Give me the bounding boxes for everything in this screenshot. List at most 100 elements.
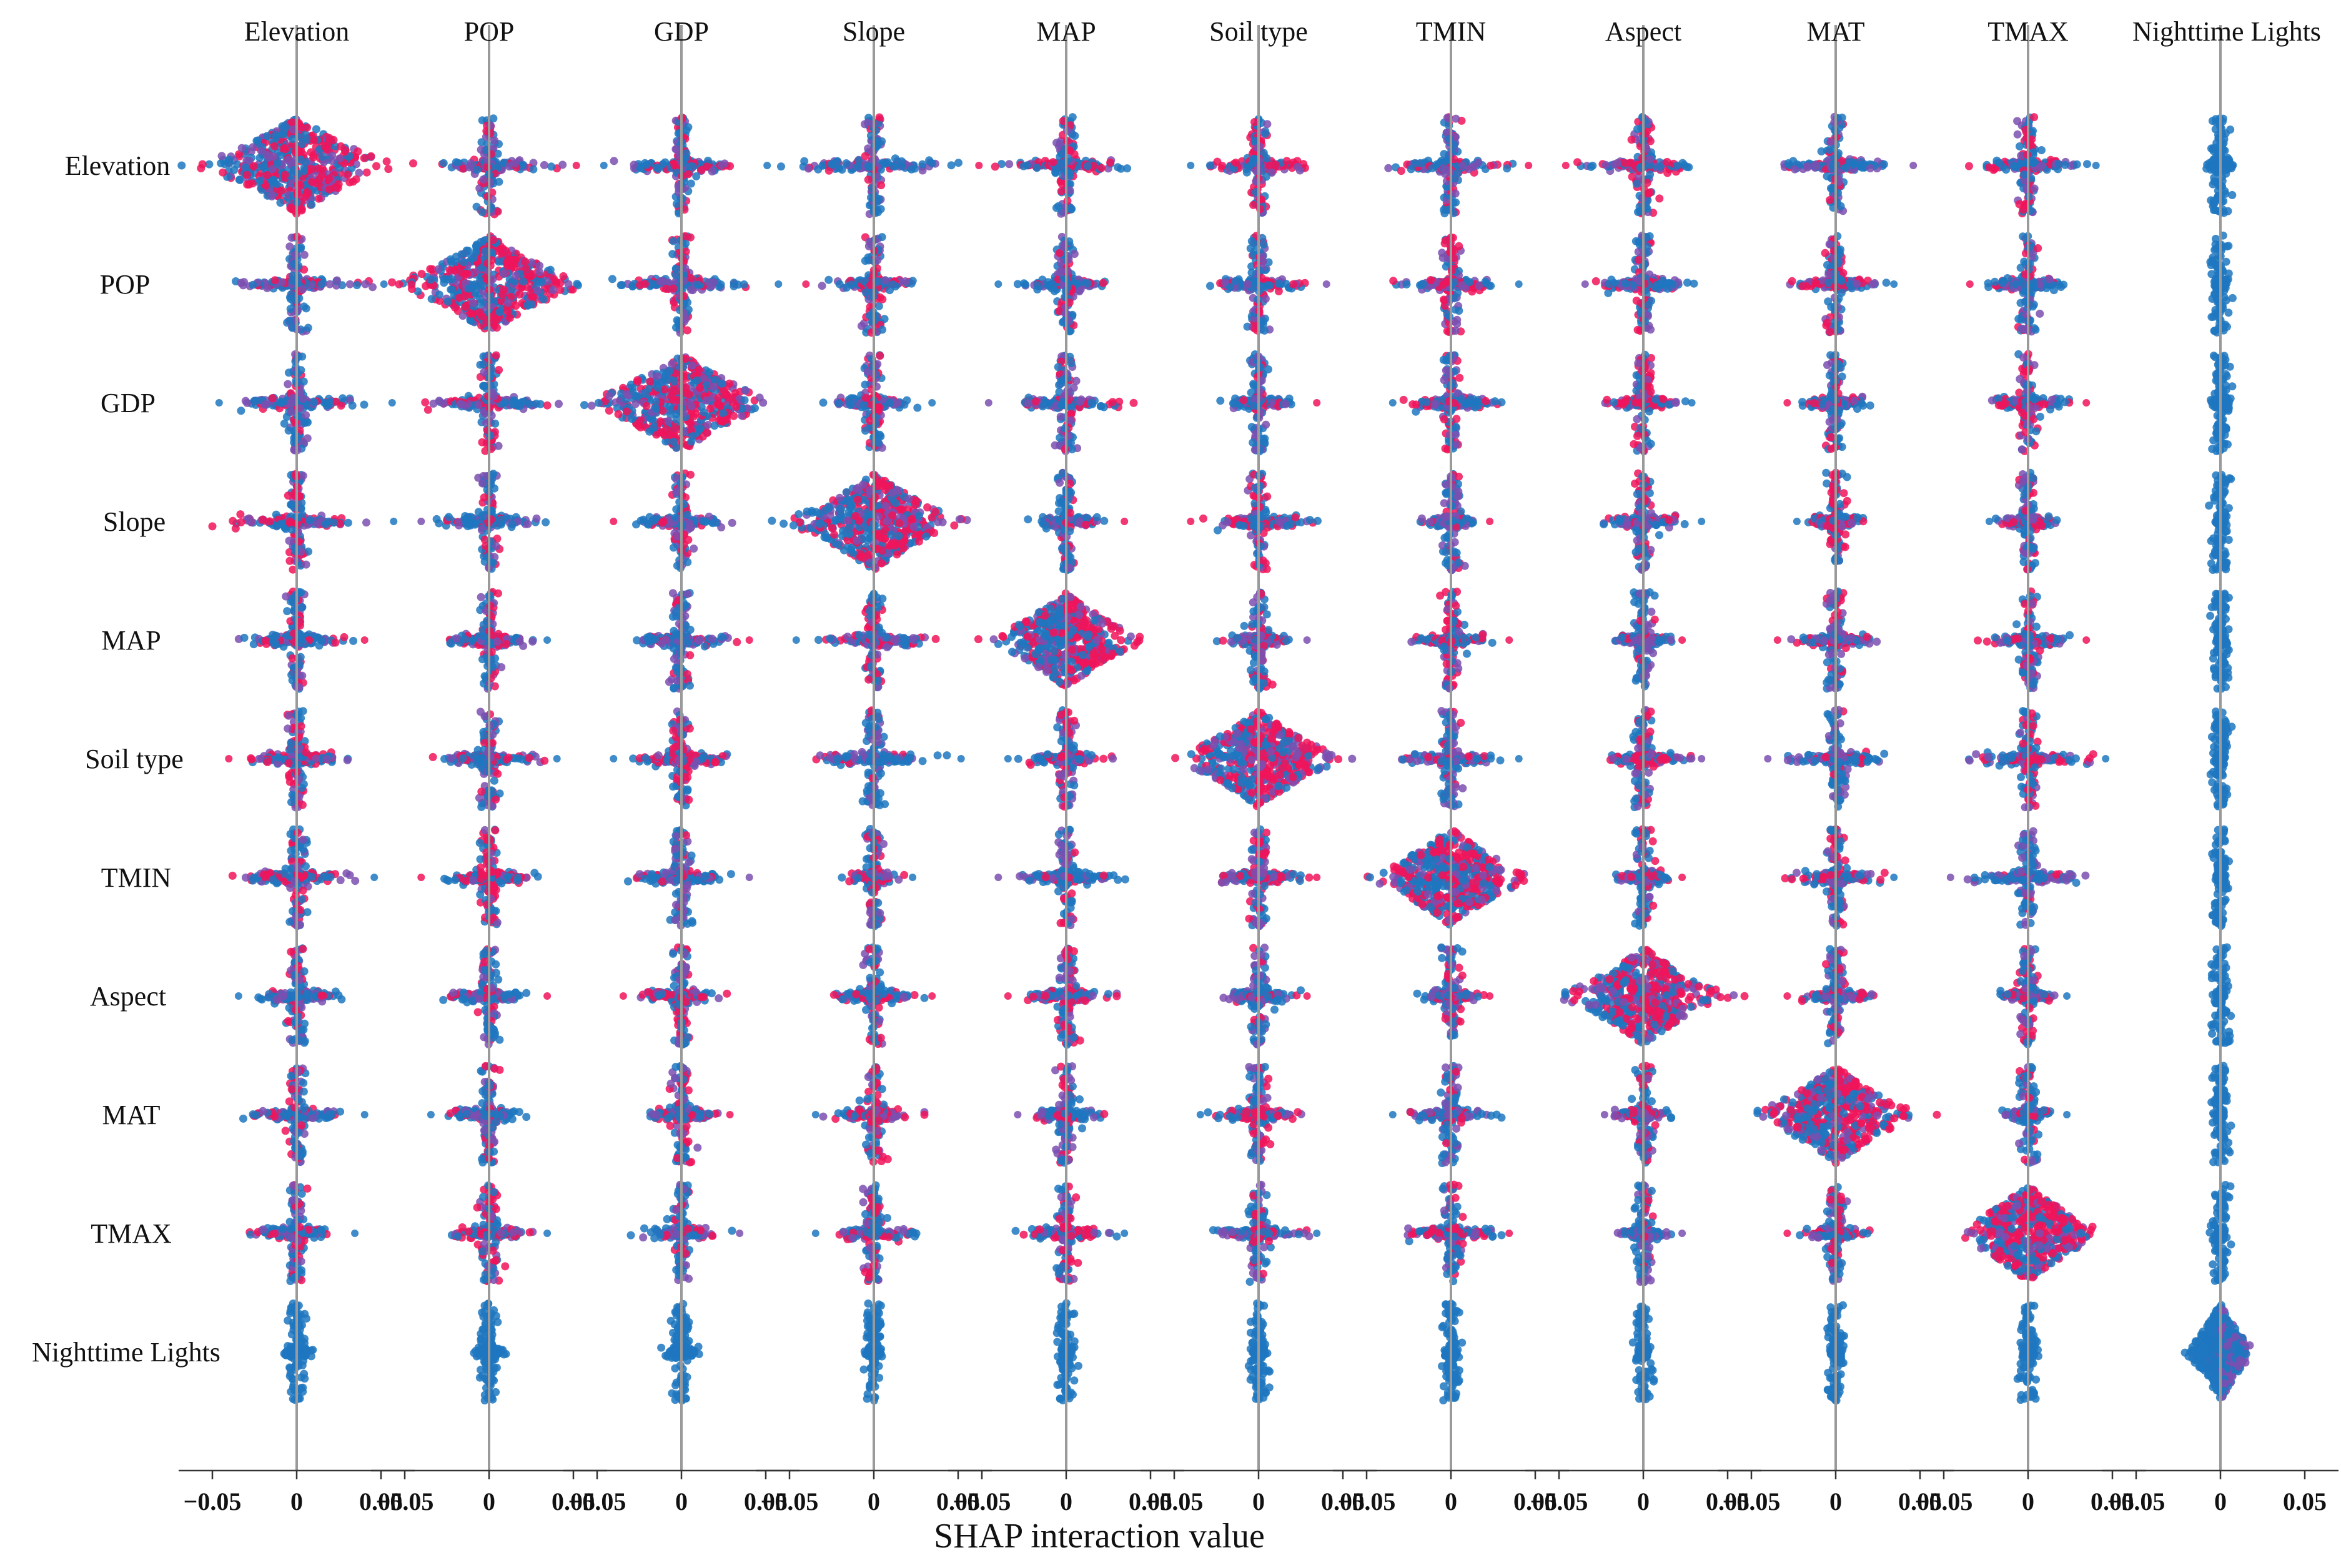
cell-elevation-x-tmin	[1384, 113, 1532, 217]
interaction-dot	[877, 181, 885, 189]
interaction-dot	[300, 251, 309, 259]
interaction-dot	[1669, 280, 1677, 288]
interaction-dot	[656, 277, 665, 285]
interaction-dot	[1628, 136, 1636, 144]
interaction-dot	[294, 272, 302, 280]
interaction-dot	[670, 237, 678, 245]
interaction-dot	[994, 280, 1002, 288]
interaction-dot	[1784, 159, 1793, 167]
cell-elevation-x-map	[975, 113, 1131, 218]
interaction-dot	[250, 162, 258, 170]
interaction-dot	[1246, 162, 1254, 170]
interaction-dot	[529, 165, 537, 174]
interaction-dot	[369, 283, 377, 291]
interaction-dot	[1283, 157, 1291, 165]
interaction-dot	[335, 180, 343, 188]
interaction-dot	[2037, 146, 2046, 154]
interaction-dot	[1296, 167, 1304, 175]
interaction-dot	[380, 280, 388, 288]
interaction-dot	[1825, 145, 1833, 154]
interaction-dot	[470, 254, 478, 262]
interaction-dot	[898, 162, 906, 170]
cell-pop-x-tmin	[1389, 234, 1523, 336]
interaction-dot	[861, 152, 869, 160]
interaction-dot	[1244, 280, 1252, 288]
interaction-dot	[1419, 280, 1427, 288]
interaction-dot	[450, 266, 458, 274]
interaction-dot	[533, 287, 542, 295]
interaction-dot	[600, 162, 608, 169]
interaction-dot	[312, 125, 320, 133]
interaction-dot	[500, 269, 508, 277]
interaction-dot	[284, 156, 292, 164]
interaction-dot	[2210, 174, 2218, 182]
interaction-dot	[495, 178, 503, 186]
interaction-dot	[1853, 280, 1861, 288]
interaction-dot	[218, 152, 226, 160]
interaction-dot	[636, 164, 645, 172]
interaction-dot	[1483, 280, 1491, 288]
interaction-dot	[1663, 169, 1671, 177]
interaction-dot	[1883, 279, 1891, 287]
interaction-dot	[653, 164, 661, 172]
interaction-dot	[1323, 280, 1330, 288]
interaction-dot	[948, 161, 956, 169]
cell-pop-x-aspect	[1581, 232, 1698, 335]
interaction-dot	[673, 200, 681, 208]
interaction-dot	[1261, 130, 1269, 138]
interaction-dot	[928, 159, 936, 167]
interaction-dot	[271, 276, 279, 284]
interaction-dot	[1605, 280, 1613, 288]
interaction-dot	[278, 279, 286, 287]
interaction-dot	[864, 144, 872, 152]
interaction-dot	[519, 277, 527, 285]
interaction-dot	[549, 286, 557, 294]
interaction-dot	[1573, 158, 1581, 166]
interaction-dot	[268, 177, 276, 185]
interaction-dot	[1880, 160, 1888, 169]
interaction-dot	[307, 200, 315, 209]
interaction-dot	[435, 290, 443, 298]
interaction-dot	[372, 162, 380, 170]
interaction-dot	[1250, 155, 1258, 163]
interaction-dot	[1248, 269, 1256, 277]
interaction-dot	[272, 134, 280, 142]
interaction-dot	[407, 280, 415, 288]
interaction-dot	[2092, 162, 2100, 169]
interaction-dot	[1407, 165, 1415, 173]
interaction-dot	[1397, 167, 1405, 175]
interaction-dot	[682, 315, 690, 323]
interaction-dot	[478, 312, 486, 320]
cell-pop-x-pop	[388, 232, 582, 333]
interaction-dot	[219, 169, 227, 177]
interaction-dot	[698, 166, 706, 174]
interaction-dot	[557, 279, 565, 287]
interaction-dot	[428, 295, 436, 303]
interaction-dot	[473, 165, 481, 174]
interaction-dot	[954, 159, 963, 167]
interaction-dot	[1005, 160, 1013, 168]
interaction-dot	[1051, 287, 1059, 295]
interaction-dot	[281, 171, 289, 179]
interaction-dot	[500, 285, 508, 293]
interaction-dot	[802, 280, 809, 288]
interaction-dot	[1999, 163, 2007, 171]
interaction-dot	[1587, 163, 1595, 171]
cell-elevation-x-slope	[763, 114, 963, 219]
interaction-dot	[1827, 184, 1835, 192]
interaction-dot	[901, 277, 909, 285]
interaction-dot	[522, 265, 530, 273]
interaction-dot	[1965, 162, 1973, 170]
interaction-dot	[1452, 189, 1460, 197]
interaction-dot	[254, 136, 262, 144]
interaction-dot	[1097, 164, 1106, 172]
interaction-dot	[1057, 187, 1066, 195]
interaction-dot	[354, 147, 362, 155]
interaction-dot	[687, 274, 695, 282]
interaction-dot	[447, 285, 455, 293]
interaction-dot	[884, 158, 892, 166]
interaction-dot	[610, 157, 618, 165]
interaction-dot	[858, 322, 866, 330]
interaction-dot	[318, 171, 326, 179]
